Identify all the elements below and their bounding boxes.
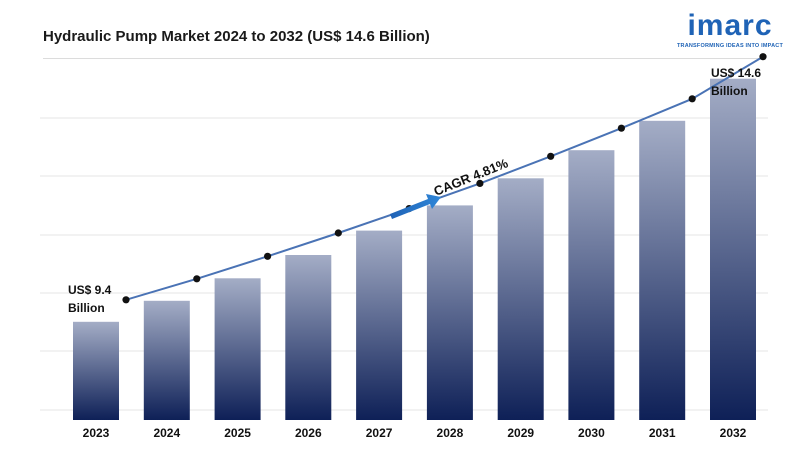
x-tick-label: 2029 xyxy=(507,426,534,440)
bar-2031 xyxy=(639,120,686,421)
x-tick-label: 2031 xyxy=(649,426,676,440)
trend-point-2029 xyxy=(547,152,555,160)
trend-markers xyxy=(122,53,767,304)
x-tick-label: 2025 xyxy=(224,426,251,440)
x-tick-label: 2030 xyxy=(578,426,605,440)
x-tick-label: 2026 xyxy=(295,426,322,440)
end-value-annotation: US$ 14.6 Billion xyxy=(711,64,761,100)
x-tick-label: 2032 xyxy=(720,426,747,440)
chart-title: Hydraulic Pump Market 2024 to 2032 (US$ … xyxy=(43,28,430,45)
end-value-line1: US$ 14.6 xyxy=(711,66,762,80)
trend-polyline xyxy=(125,55,764,301)
x-axis-labels: 2023 2024 2025 2026 2027 2028 2029 2030 2031 2032 xyxy=(83,426,747,440)
x-tick-label: 2028 xyxy=(437,426,464,440)
imarc-logo: imarc TRANSFORMING IDEAS INTO IMPACT xyxy=(670,10,790,58)
trend-point-2028 xyxy=(476,179,484,187)
bar-2028 xyxy=(426,205,473,420)
bar-2030 xyxy=(568,150,615,420)
x-tick-label: 2027 xyxy=(366,426,393,440)
logo-tagline: TRANSFORMING IDEAS INTO IMPACT xyxy=(676,43,784,49)
bar-2025 xyxy=(214,278,261,420)
trend-point-2023 xyxy=(122,296,130,304)
bar-2026 xyxy=(285,255,332,420)
trend-point-2032 xyxy=(759,53,767,61)
start-value-line1: US$ 9.4 xyxy=(68,283,112,297)
title-divider xyxy=(43,58,760,59)
trend-point-2030 xyxy=(617,124,626,132)
start-value-annotation: US$ 9.4 Billion xyxy=(68,281,111,317)
trend-point-2026 xyxy=(334,229,342,237)
bar-2029 xyxy=(497,178,544,420)
cagr-arrow-icon xyxy=(390,194,441,219)
trend-line xyxy=(125,55,764,301)
start-value-line2: Billion xyxy=(68,301,105,315)
bars xyxy=(73,78,756,421)
bar-2032 xyxy=(710,78,756,420)
trend-point-2031 xyxy=(688,95,696,103)
x-tick-label: 2024 xyxy=(153,426,180,440)
cagr-arrow xyxy=(390,194,441,219)
end-value-line2: Billion xyxy=(711,84,748,98)
bar-2023 xyxy=(73,321,119,420)
trend-point-2025 xyxy=(264,252,272,260)
x-tick-label: 2023 xyxy=(83,426,110,440)
trend-point-2024 xyxy=(193,275,201,283)
bar-2024 xyxy=(143,300,190,420)
bar-2027 xyxy=(356,230,403,420)
logo-wordmark: imarc xyxy=(687,9,773,42)
